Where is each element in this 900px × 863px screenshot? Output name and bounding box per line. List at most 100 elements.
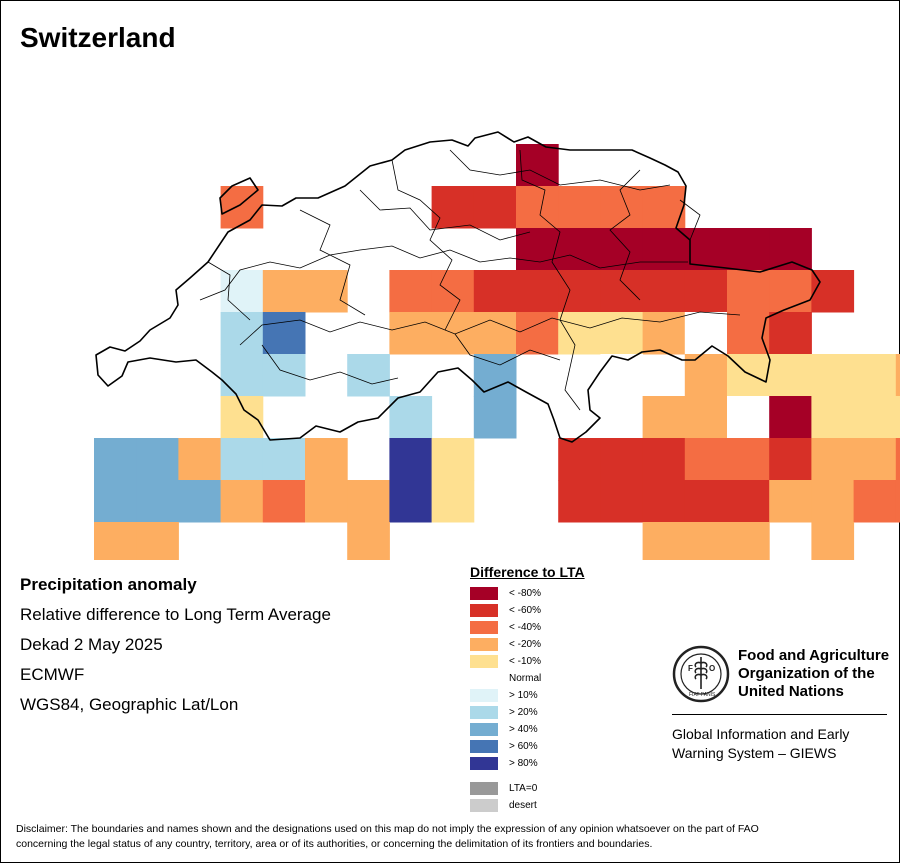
grid-cell <box>262 312 306 355</box>
grid-cell <box>769 228 812 271</box>
grid-cell <box>220 438 264 481</box>
legend-extra-item-1: desert <box>470 797 585 814</box>
legend-label: Normal <box>509 673 542 684</box>
grid-cell <box>811 270 855 313</box>
legend-label: < -20% <box>509 639 541 650</box>
legend-extra-items: LTA=0 desert <box>470 780 585 814</box>
legend-label: > 10% <box>509 690 538 701</box>
grid-cell <box>600 480 644 523</box>
grid-cell <box>642 186 686 229</box>
legend-item-5: Normal <box>470 670 585 687</box>
grid-cell <box>727 480 770 523</box>
grid-cell <box>642 396 686 439</box>
grid-cell <box>600 186 644 229</box>
legend-swatch <box>470 621 498 634</box>
grid-cell <box>347 522 390 560</box>
grid-cell <box>642 522 686 560</box>
legend-label: < -10% <box>509 656 541 667</box>
fao-seal-icon: F O FIAT PANIS <box>672 645 730 703</box>
grid-cell <box>811 480 855 523</box>
country-boundary <box>95 131 821 443</box>
grid-cell <box>558 228 601 271</box>
grid-cell <box>769 480 812 523</box>
grid-cell <box>473 312 517 355</box>
grid-cell <box>684 522 728 560</box>
grid-cell <box>642 480 686 523</box>
grid-cell <box>769 312 812 355</box>
legend-item-9: > 60% <box>470 738 585 755</box>
grid-cell <box>262 438 306 481</box>
grid-cell <box>684 438 728 481</box>
grid-cell <box>220 396 264 439</box>
map-info: Precipitation anomaly Relative differenc… <box>20 570 331 720</box>
grid-cell <box>178 480 222 523</box>
grid-cell <box>727 228 770 271</box>
giews-line-1: Global Information and Early <box>672 726 850 742</box>
grid-cell <box>853 354 897 397</box>
grid-cell <box>347 354 390 397</box>
grid-cell <box>558 270 601 313</box>
info-line-1: Relative difference to Long Term Average <box>20 605 331 624</box>
grid-cell <box>262 354 306 397</box>
legend: Difference to LTA < -80% < -60% < -40% < -2… <box>470 564 585 814</box>
grid-cell <box>94 438 137 481</box>
legend-item-3: < -20% <box>470 636 585 653</box>
legend-label: LTA=0 <box>509 783 538 794</box>
legend-swatch <box>470 782 498 795</box>
grid-cell <box>642 228 686 271</box>
grid-cell <box>305 480 348 523</box>
legend-item-8: > 40% <box>470 721 585 738</box>
grid-cell <box>727 438 770 481</box>
grid-cell <box>431 438 475 481</box>
grid-cell <box>600 270 644 313</box>
legend-extra-item-0: LTA=0 <box>470 780 585 797</box>
grid-cell <box>558 480 601 523</box>
grid-cell <box>220 186 264 229</box>
grid-cell <box>642 312 686 355</box>
grid-cell <box>853 480 897 523</box>
grid-cell <box>684 396 728 439</box>
legend-label: > 20% <box>509 707 538 718</box>
grid-cell <box>769 438 812 481</box>
grid-cell <box>220 270 264 313</box>
grid-cell <box>811 354 855 397</box>
grid-cell <box>94 522 137 560</box>
grid-cell <box>684 354 728 397</box>
info-line-3: ECMWF <box>20 665 85 684</box>
legend-swatch <box>470 604 498 617</box>
legend-label: < -40% <box>509 622 541 633</box>
disclaimer: Disclaimer: The boundaries and names sho… <box>16 822 886 852</box>
grid-cell <box>853 438 897 481</box>
giews-name: Global Information and Early Warning Sys… <box>672 725 892 763</box>
grid-cell <box>262 480 306 523</box>
grid-cell <box>727 522 770 560</box>
grid-cell <box>516 186 559 229</box>
grid-cell <box>642 438 686 481</box>
grid-cell <box>389 312 433 355</box>
legend-item-2: < -40% <box>470 619 585 636</box>
legend-title: Difference to LTA <box>470 564 585 580</box>
grid-cell <box>178 438 222 481</box>
grid-cell <box>431 480 475 523</box>
legend-item-4: < -10% <box>470 653 585 670</box>
svg-text:F: F <box>688 664 693 673</box>
fao-organization-name: Food and Agriculture Organization of the… <box>738 647 898 701</box>
grid-cell <box>347 480 390 523</box>
grid-cell <box>895 396 900 439</box>
grid-cell <box>473 396 517 439</box>
legend-swatch <box>470 655 498 668</box>
fao-org-line-2: Organization of the <box>738 665 875 682</box>
grid-cell <box>516 228 559 271</box>
legend-swatch <box>470 689 498 702</box>
grid-cell <box>600 396 644 439</box>
grid-cell <box>811 438 855 481</box>
grid-cell <box>600 228 644 271</box>
grid-cell <box>895 438 900 481</box>
legend-swatch <box>470 757 498 770</box>
fao-logo-block: F O FIAT PANIS Food and Agriculture Orga… <box>672 645 889 761</box>
grid-cell <box>136 522 179 560</box>
grid-cell <box>220 312 264 355</box>
legend-item-0: < -80% <box>470 585 585 602</box>
legend-swatch <box>470 723 498 736</box>
fao-org-line-1: Food and Agriculture <box>738 647 890 664</box>
